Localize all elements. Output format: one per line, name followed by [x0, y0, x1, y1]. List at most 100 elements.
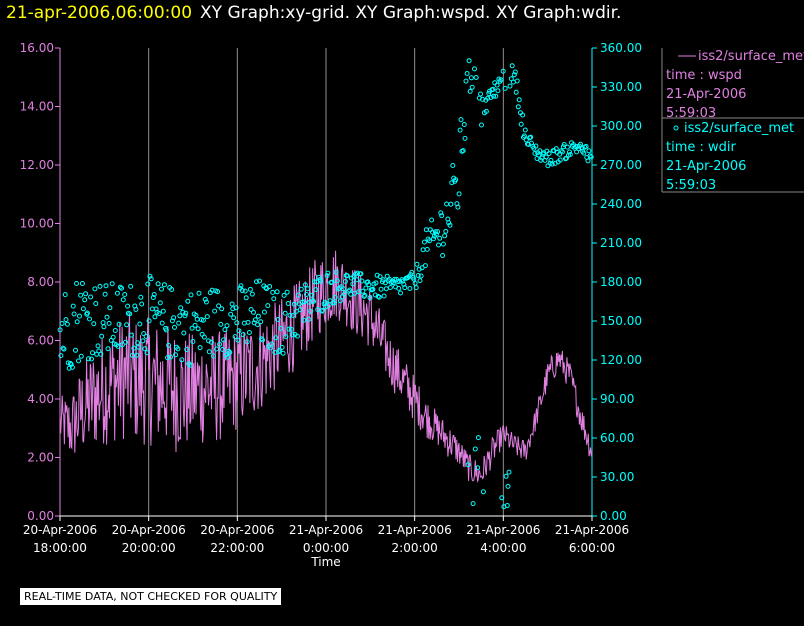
wdir-point [79, 281, 85, 286]
wdir-point [363, 285, 369, 291]
wdir-point [131, 345, 137, 351]
x-tick-label-date: 21-Apr-2006 [378, 523, 452, 537]
y-right-tick-label: 360.00 [600, 41, 642, 55]
wdir-point [464, 71, 470, 76]
wdir-point [469, 84, 475, 90]
wdir-point [116, 321, 122, 327]
wdir-point [238, 283, 244, 289]
x-tick-label-time: 0:00:00 [303, 541, 349, 555]
wdir-point [251, 309, 256, 315]
wdir-point [144, 350, 150, 356]
wdir-point [383, 286, 389, 292]
wdir-point [311, 298, 317, 304]
wdir-point [461, 122, 467, 127]
wdir-point [163, 327, 169, 333]
wdir-point [488, 95, 494, 100]
wdir-point [227, 350, 233, 355]
wdir-point [378, 286, 384, 292]
wdir-point [407, 286, 413, 291]
wdir-point [298, 286, 304, 292]
wdir-point [69, 364, 75, 370]
wdir-point [57, 327, 63, 333]
wdir-point [109, 281, 115, 287]
wdir-point [453, 177, 459, 183]
y-right-tick-label: 60.00 [600, 431, 634, 445]
wdir-point [74, 319, 80, 325]
wdir-point [136, 344, 142, 350]
wdir-point [381, 293, 387, 299]
wdir-point [344, 273, 350, 279]
wdir-point [543, 154, 549, 160]
wdir-point [138, 294, 144, 300]
wdir-point [313, 287, 319, 293]
wdir-point [145, 281, 151, 287]
wdir-point [509, 63, 515, 69]
wdir-point [218, 321, 224, 327]
legend-line1: iss2/surface_met [698, 49, 804, 64]
wdir-point [424, 246, 430, 252]
wdir-point [493, 93, 499, 99]
wdir-point [141, 331, 147, 337]
wdir-point [438, 210, 444, 216]
wdir-point [232, 334, 238, 340]
legend-line1: iss2/surface_met [684, 121, 794, 136]
axes [55, 47, 597, 521]
wdir-point [99, 333, 105, 339]
wdir-point [456, 191, 462, 197]
wdir-point [533, 143, 539, 149]
wdir-point [494, 82, 500, 88]
wdir-point [159, 286, 164, 292]
wspd-line [59, 250, 593, 483]
wdir-point [564, 144, 570, 150]
wdir-point [235, 337, 241, 343]
wdir-point [520, 112, 526, 118]
wdir-point [175, 346, 181, 352]
wdir-point [171, 315, 177, 321]
wdir-point [189, 325, 195, 331]
wdir-point [324, 273, 330, 279]
wdir-point [466, 58, 472, 64]
wdir-point [125, 303, 131, 309]
wdir-point [91, 321, 97, 327]
wdir-point [515, 104, 521, 110]
wdir-point [135, 340, 141, 346]
wdir-point [221, 337, 226, 343]
wdir-point [64, 321, 70, 327]
x-axis-label: Time [310, 555, 340, 569]
wdir-point [350, 281, 356, 287]
wdir-point [254, 279, 259, 285]
wdir-point [215, 289, 221, 295]
wdir-point [448, 201, 454, 207]
wdir-point [585, 158, 591, 164]
wdir-point [347, 287, 353, 293]
wdir-point [470, 501, 476, 507]
wdir-point [557, 157, 563, 163]
wdir-point [61, 346, 67, 352]
wdir-point [181, 330, 187, 336]
wdir-point [286, 326, 292, 332]
y-left-tick-label: 0.00 [27, 509, 54, 523]
wdir-point [177, 313, 183, 319]
legend-line4: 5:59:03 [666, 106, 716, 121]
wdir-point [423, 227, 429, 233]
wdir-point [279, 344, 285, 350]
wdir-point [492, 80, 498, 86]
wdir-point [217, 341, 223, 347]
wdir-point [243, 295, 249, 301]
wdir-point [92, 286, 98, 292]
wdir-point [511, 72, 517, 78]
quality-disclaimer: REAL-TIME DATA, NOT CHECKED FOR QUALITY [20, 588, 282, 605]
wdir-point [283, 334, 289, 340]
y-right-tick-label: 270.00 [600, 158, 642, 172]
wdir-point [123, 339, 128, 345]
wdir-point [415, 273, 421, 278]
wdir-point [176, 320, 182, 326]
wdir-point [352, 290, 358, 296]
wdir-point [380, 277, 386, 283]
x-tick-label-date: 21-Apr-2006 [289, 523, 363, 537]
legend-marker-swatch [673, 125, 679, 131]
wdir-point [522, 127, 528, 133]
wdir-point [472, 446, 478, 452]
wdir-point [166, 342, 172, 348]
